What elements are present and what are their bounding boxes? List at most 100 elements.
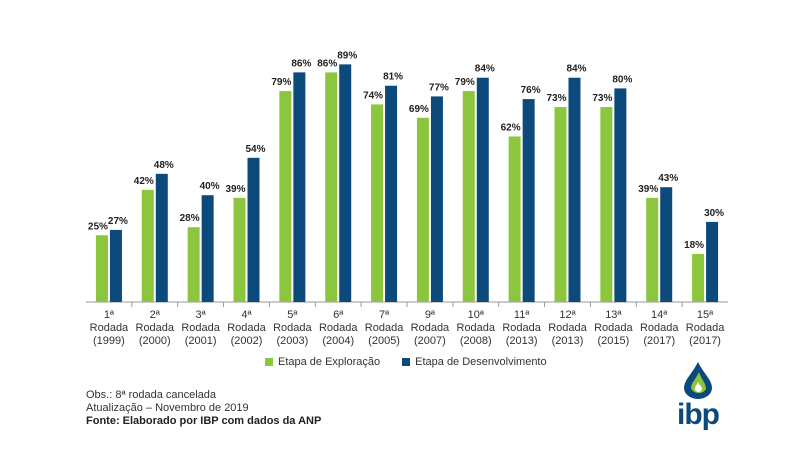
data-label-exploration: 62% xyxy=(501,122,521,133)
data-label-development: 89% xyxy=(337,50,357,61)
bar-development xyxy=(476,77,489,302)
bar-exploration xyxy=(187,227,200,302)
data-label-development: 48% xyxy=(154,160,174,171)
x-tick-label: Rodada xyxy=(227,322,266,334)
x-tick-label: 3ª xyxy=(196,309,207,321)
data-label-exploration: 42% xyxy=(134,176,154,187)
x-tick-label: Rodada xyxy=(319,322,358,334)
obs-note: Obs.: 8ª rodada cancelada xyxy=(86,389,217,401)
data-label-exploration: 18% xyxy=(684,240,704,251)
x-tick-label: (2015) xyxy=(597,335,629,347)
legend-item-exploration: Etapa de Exploração xyxy=(265,356,380,368)
bar-exploration xyxy=(508,136,521,302)
bar-exploration xyxy=(141,189,154,302)
bar-exploration xyxy=(554,107,567,302)
x-tick-label: 6ª xyxy=(333,309,344,321)
x-tick-label: Rodada xyxy=(594,322,633,334)
data-label-development: 76% xyxy=(521,85,541,96)
x-tick-label: (2005) xyxy=(368,335,400,347)
x-tick-label: 15ª xyxy=(697,309,714,321)
bar-exploration xyxy=(692,253,705,302)
bar-development xyxy=(247,157,260,302)
data-label-exploration: 74% xyxy=(363,90,383,101)
update-note: Atualização – Novembro de 2019 xyxy=(86,402,249,414)
x-tick-label: Rodada xyxy=(457,322,496,334)
x-tick-label: 5ª xyxy=(287,309,298,321)
bar-development xyxy=(522,99,535,302)
legend: Etapa de Exploração Etapa de Desenvolvim… xyxy=(265,356,547,368)
legend-swatch-exploration xyxy=(265,358,273,366)
x-tick-label: Rodada xyxy=(136,322,175,334)
data-label-development: 43% xyxy=(658,173,678,184)
source-note: Fonte: Elaborado por IBP com dados da AN… xyxy=(86,415,322,427)
bar-development xyxy=(614,88,627,303)
data-label-development: 86% xyxy=(291,58,311,69)
bar-development xyxy=(430,96,443,302)
x-tick-label: Rodada xyxy=(548,322,587,334)
x-tick-label: Rodada xyxy=(273,322,312,334)
data-label-exploration: 79% xyxy=(271,77,291,88)
x-tick-label: 1ª xyxy=(104,309,115,321)
data-label-exploration: 39% xyxy=(225,184,245,195)
data-label-development: 27% xyxy=(108,216,128,227)
x-tick-label: (2000) xyxy=(139,335,171,347)
bar-exploration xyxy=(600,107,613,302)
data-label-development: 84% xyxy=(566,64,586,75)
data-label-exploration: 73% xyxy=(546,93,566,104)
x-tick-label: 4ª xyxy=(241,309,252,321)
ibp-logo: ibp xyxy=(668,360,728,440)
x-tick-label: Rodada xyxy=(365,322,404,334)
data-label-development: 54% xyxy=(245,144,265,155)
x-tick-label: (2007) xyxy=(414,335,446,347)
bar-development xyxy=(568,77,581,302)
x-tick-label: (2008) xyxy=(460,335,492,347)
footnotes: Obs.: 8ª rodada cancelada Atualização – … xyxy=(86,389,321,428)
x-tick-label: 11ª xyxy=(514,309,530,321)
bar-exploration xyxy=(462,91,475,302)
x-tick-label: (2013) xyxy=(506,335,538,347)
data-label-development: 81% xyxy=(383,72,403,83)
x-tick-label: 13ª xyxy=(605,309,622,321)
x-tick-label: Rodada xyxy=(181,322,220,334)
bar-exploration xyxy=(416,117,429,303)
legend-label-exploration: Etapa de Exploração xyxy=(278,356,381,368)
legend-label-development: Etapa de Desenvolvimento xyxy=(415,356,547,368)
logo-text: ibp xyxy=(677,398,720,431)
data-label-development: 30% xyxy=(704,208,724,219)
data-label-development: 84% xyxy=(475,64,495,75)
bar-development xyxy=(201,195,214,302)
x-tick-label: (2001) xyxy=(185,335,217,347)
x-tick-label: 10ª xyxy=(468,309,485,321)
data-label-exploration: 69% xyxy=(409,104,429,115)
x-tick-label: Rodada xyxy=(640,322,679,334)
x-tick-label: 2ª xyxy=(150,309,161,321)
x-tick-label: Rodada xyxy=(90,322,129,334)
bar-exploration xyxy=(95,235,108,302)
bar-development xyxy=(155,173,168,302)
data-label-exploration: 79% xyxy=(455,77,475,88)
x-tick-label: 9ª xyxy=(425,309,436,321)
x-tick-label: (2017) xyxy=(689,335,721,347)
data-label-exploration: 73% xyxy=(592,93,612,104)
x-tick-label: (2017) xyxy=(643,335,675,347)
x-tick-label: Rodada xyxy=(411,322,450,334)
data-label-development: 80% xyxy=(612,74,632,85)
x-tick-label: (2002) xyxy=(231,335,263,347)
drop-icon xyxy=(684,362,712,399)
bar-development xyxy=(109,229,122,302)
bar-exploration xyxy=(325,72,338,302)
data-label-exploration: 86% xyxy=(317,58,337,69)
bar-exploration xyxy=(371,104,384,302)
data-label-exploration: 39% xyxy=(638,184,658,195)
data-label-development: 40% xyxy=(200,181,220,192)
data-label-exploration: 25% xyxy=(88,221,108,232)
bar-exploration xyxy=(233,197,246,302)
data-label-exploration: 28% xyxy=(180,213,200,224)
x-tick-label: (2013) xyxy=(552,335,584,347)
data-label-development: 77% xyxy=(429,82,449,93)
bar-exploration xyxy=(646,197,659,302)
legend-item-development: Etapa de Desenvolvimento xyxy=(402,356,547,368)
bar-development xyxy=(293,72,306,302)
x-tick-label: (2003) xyxy=(276,335,308,347)
